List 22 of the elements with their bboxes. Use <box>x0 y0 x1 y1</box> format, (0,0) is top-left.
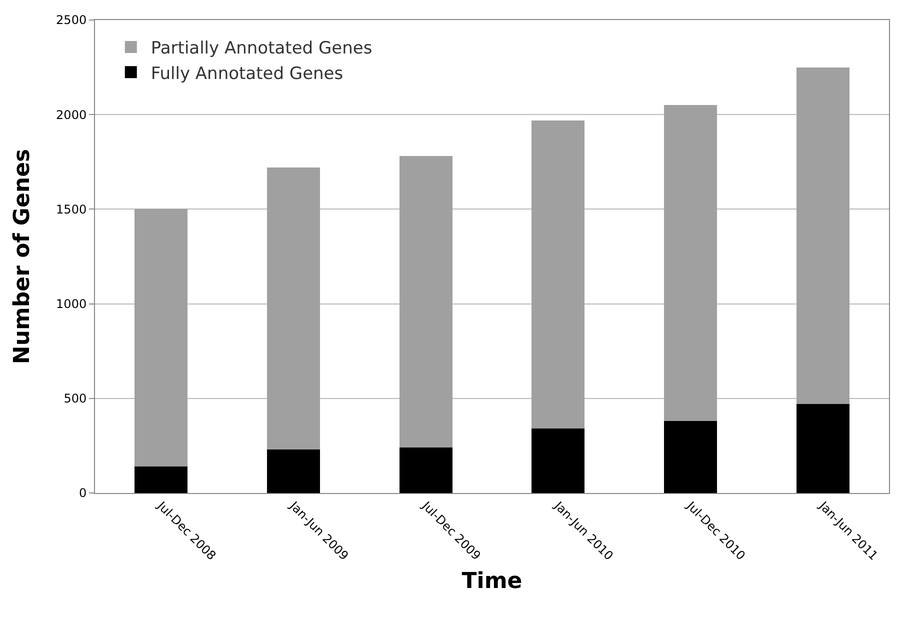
y-tick-label: 1500 <box>56 202 87 216</box>
bar <box>664 105 717 422</box>
bar <box>399 156 452 448</box>
bar <box>796 67 850 404</box>
bar <box>532 120 585 429</box>
bar <box>134 466 188 493</box>
y-axis-title: Number of Genes <box>10 148 35 364</box>
bar <box>399 448 452 493</box>
y-tick-label: 500 <box>64 392 87 406</box>
y-tick-label: 2000 <box>56 108 87 122</box>
y-tick-label: 2500 <box>56 13 87 28</box>
y-tick-label: 1000 <box>56 297 87 311</box>
bar <box>267 449 320 493</box>
x-axis-title: Time <box>462 568 522 594</box>
bar <box>134 209 188 467</box>
y-tick-label: 0 <box>78 486 87 500</box>
legend-label: Partially Annotated Genes <box>150 38 372 59</box>
legend-label: Fully Annotated Genes <box>150 64 344 84</box>
bar <box>532 428 585 493</box>
bar <box>267 168 320 450</box>
bar <box>664 421 717 493</box>
bar <box>796 404 850 493</box>
